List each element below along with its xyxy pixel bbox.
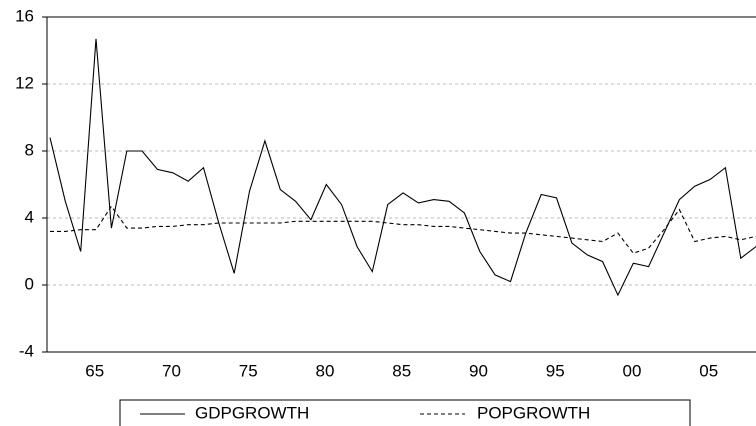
x-tick-label: 95	[546, 361, 565, 380]
x-tick-label: 70	[162, 361, 181, 380]
y-tick-label: 8	[25, 140, 34, 159]
x-tick-label: 85	[392, 361, 411, 380]
x-tick-label: 00	[622, 361, 641, 380]
y-tick-label: 16	[15, 6, 34, 25]
series-line	[49, 38, 756, 297]
series-line	[50, 205, 756, 254]
x-tick-label: 90	[469, 361, 488, 380]
x-tick-label: 65	[85, 361, 104, 380]
legend-label: GDPGROWTH	[195, 403, 309, 422]
y-tick-label: 12	[15, 73, 34, 92]
y-tick-label: 0	[25, 274, 34, 293]
x-tick-label: 75	[239, 361, 258, 380]
x-tick-label: 05	[699, 361, 718, 380]
legend-box	[119, 399, 691, 426]
plot-frame	[46, 16, 756, 353]
y-tick-label: 4	[25, 207, 34, 226]
y-tick-label: -4	[19, 341, 34, 360]
legend-label: POPGROWTH	[477, 403, 590, 422]
x-tick-label: 80	[315, 361, 334, 380]
